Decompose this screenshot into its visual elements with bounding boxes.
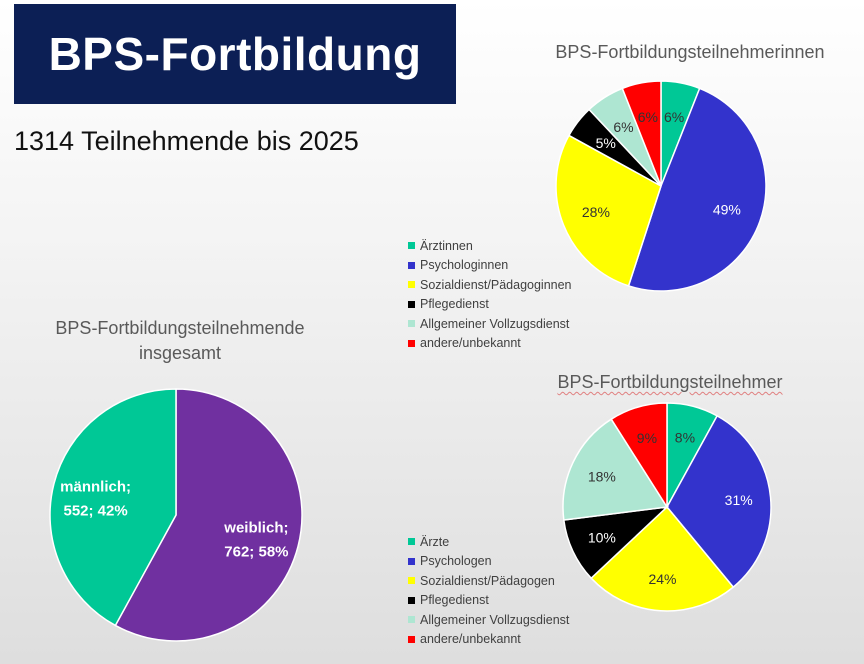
legend-item-male-andere-unbekannt: andere/unbekannt xyxy=(408,630,569,650)
legend-swatch xyxy=(408,242,415,250)
pie-slice-female-psychologinnen xyxy=(627,87,767,292)
legend-item-male-aerzte: Ärzte xyxy=(408,532,569,552)
slice-label-total-weiblich: weiblich; 762; 58% xyxy=(223,520,288,561)
pie-chart-female: 6%49%28%5%6%6% xyxy=(555,80,767,292)
pie-slice-total-maennlich xyxy=(49,388,177,627)
pie-slice-total-weiblich xyxy=(114,388,303,642)
legend-label: Psychologinnen xyxy=(420,258,509,273)
legend-item-female-allgemeiner-vollzugsdienst: Allgemeiner Vollzugsdienst xyxy=(408,314,572,334)
legend-swatch xyxy=(408,557,415,565)
chart-title-male-text: BPS-Fortbildungsteilnehmer xyxy=(557,372,783,392)
pie-chart-total: weiblich; 762; 58% männlich; 552; 42% xyxy=(49,388,303,642)
legend-label: andere/unbekannt xyxy=(420,632,521,647)
pie-slice-male-psychologen xyxy=(666,414,772,589)
legend-swatch xyxy=(408,538,415,546)
slice-label-total-maennlich: männlich; 552; 42% xyxy=(60,478,131,519)
legend-swatch xyxy=(408,281,415,289)
slice-label-female-aerztinnen: 6% xyxy=(664,109,684,125)
page-title: BPS-Fortbildung xyxy=(48,28,422,80)
slice-label-male-allgemeiner-vollzugsdienst: 18% xyxy=(588,468,616,484)
legend-swatch xyxy=(408,261,415,269)
legend-item-male-sozialdienst-paedagogen: Sozialdienst/Pädagogen xyxy=(408,571,569,591)
chart-title-total-line-1: BPS-Fortbildungsteilnehmende xyxy=(55,318,305,338)
legend-label: andere/unbekannt xyxy=(420,336,521,351)
legend-label: Pflegedienst xyxy=(420,593,489,608)
page-subtitle: 1314 Teilnehmende bis 2025 xyxy=(14,126,359,156)
legend-swatch xyxy=(408,339,415,347)
slice-label-male-aerzte: 8% xyxy=(675,429,695,445)
legend-swatch xyxy=(408,635,415,643)
legend-swatch xyxy=(408,300,415,308)
legend-item-female-sozialdienst-paedagoginnen: Sozialdienst/Pädagoginnen xyxy=(408,275,572,295)
legend-item-male-psychologen: Psychologen xyxy=(408,552,569,572)
chart-title-female: BPS-Fortbildungsteilnehmerinnen xyxy=(555,42,825,62)
slice-label-female-andere-unbekannt: 6% xyxy=(638,109,658,125)
legend-female: Ärztinnen Psychologinnen Sozialdienst/Päda… xyxy=(408,236,572,353)
legend-label: Ärztinnen xyxy=(420,238,473,253)
chart-title-male: BPS-Fortbildungsteilnehmer xyxy=(520,372,820,393)
pie-slice-female-andere-unbekannt xyxy=(621,80,662,187)
slice-label-female-psychologinnen: 49% xyxy=(713,202,741,218)
slice-label-female-pflegedienst: 5% xyxy=(596,135,616,151)
legend-label: Sozialdienst/Pädagogen xyxy=(420,573,555,588)
pie-chart-male: 8% 31% 24% 10% 18% 9% xyxy=(562,402,772,612)
slice-label-female-allgemeiner-vollzugsdienst: 6% xyxy=(613,119,633,135)
legend-swatch xyxy=(408,320,415,328)
chart-title-total-line-2: insgesamt xyxy=(138,343,222,363)
legend-swatch xyxy=(408,616,415,624)
legend-label: Ärzte xyxy=(420,534,450,549)
legend-swatch xyxy=(408,596,415,604)
legend-label: Allgemeiner Vollzugsdienst xyxy=(420,316,570,331)
slice-label-female-sozialdienst-paedagoginnen: 28% xyxy=(582,204,610,220)
title-banner: BPS-Fortbildung xyxy=(14,4,456,104)
legend-label: Sozialdienst/Pädagoginnen xyxy=(420,277,572,292)
legend-item-female-andere-unbekannt: andere/unbekannt xyxy=(408,334,572,354)
legend-item-female-aerztinnen: Ärztinnen xyxy=(408,236,572,256)
slice-label-male-andere-unbekannt: 9% xyxy=(637,430,657,446)
pie-slice-female-sozialdienst-paedagoginnen xyxy=(555,134,662,287)
chart-title-total: BPS-Fortbildungsteilnehmende insgesamt xyxy=(30,316,330,366)
legend-swatch xyxy=(408,577,415,585)
slice-label-male-sozialdienst-paedagogen: 24% xyxy=(648,571,676,587)
pie-slice-male-andere-unbekannt xyxy=(610,402,668,510)
legend-item-female-psychologinnen: Psychologinnen xyxy=(408,256,572,276)
legend-item-male-pflegedienst: Pflegedienst xyxy=(408,591,569,611)
slice-label-male-pflegedienst: 10% xyxy=(588,530,616,546)
legend-item-male-allgemeiner-vollzugsdienst: Allgemeiner Vollzugsdienst xyxy=(408,610,569,630)
legend-label: Psychologen xyxy=(420,554,492,569)
legend-male: Ärzte Psychologen Sozialdienst/Pädagogen Pf… xyxy=(408,532,569,649)
pie-slice-male-sozialdienst-paedagogen xyxy=(590,505,735,612)
slice-label-male-psychologen: 31% xyxy=(725,492,753,508)
legend-label: Pflegedienst xyxy=(420,297,489,312)
legend-item-female-pflegedienst: Pflegedienst xyxy=(408,295,572,315)
pie-slice-male-allgemeiner-vollzugsdienst xyxy=(562,418,669,521)
legend-label: Allgemeiner Vollzugsdienst xyxy=(420,612,570,627)
